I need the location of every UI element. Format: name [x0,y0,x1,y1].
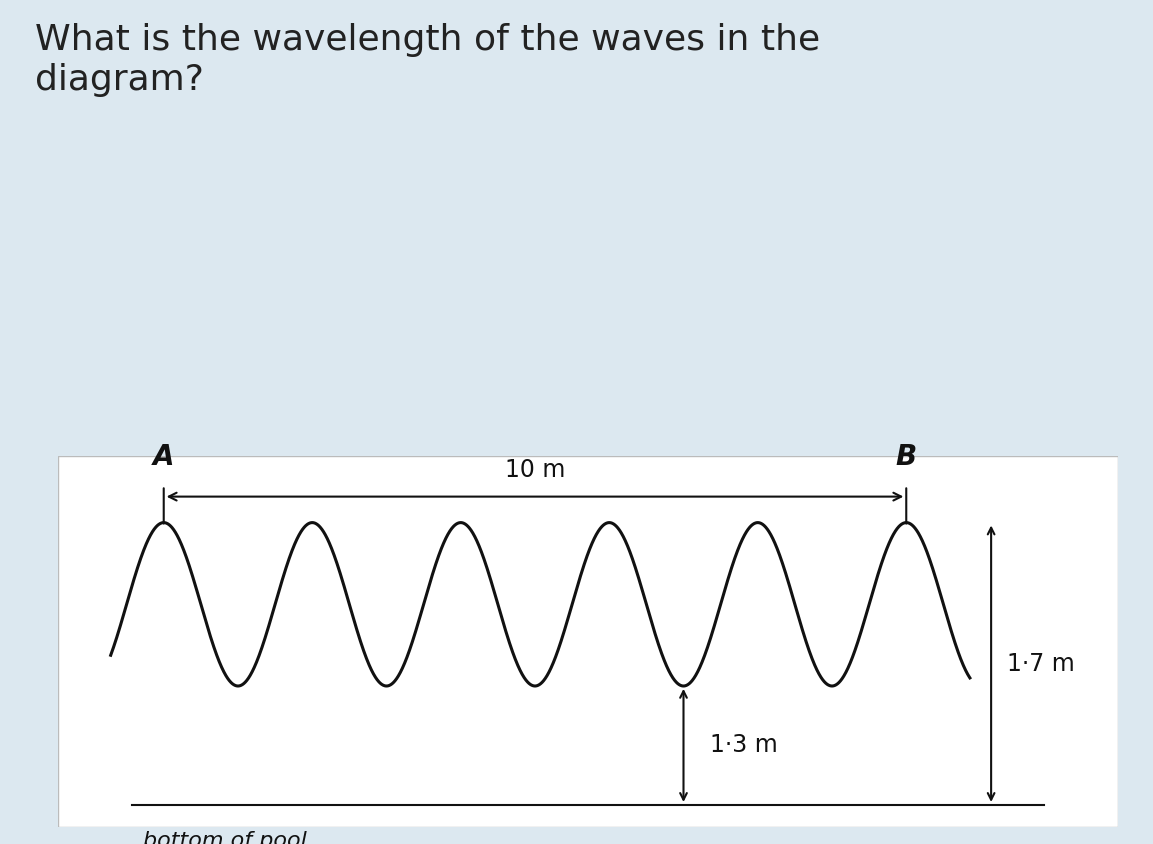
Text: 1·3 m: 1·3 m [710,733,778,757]
Text: 10 m: 10 m [505,457,565,482]
Text: What is the wavelength of the waves in the
diagram?: What is the wavelength of the waves in t… [35,23,820,96]
FancyBboxPatch shape [58,456,1118,827]
Text: bottom of pool: bottom of pool [143,830,307,844]
Text: 1·7 m: 1·7 m [1007,652,1075,676]
Text: A: A [153,442,174,471]
Text: B: B [896,442,917,471]
